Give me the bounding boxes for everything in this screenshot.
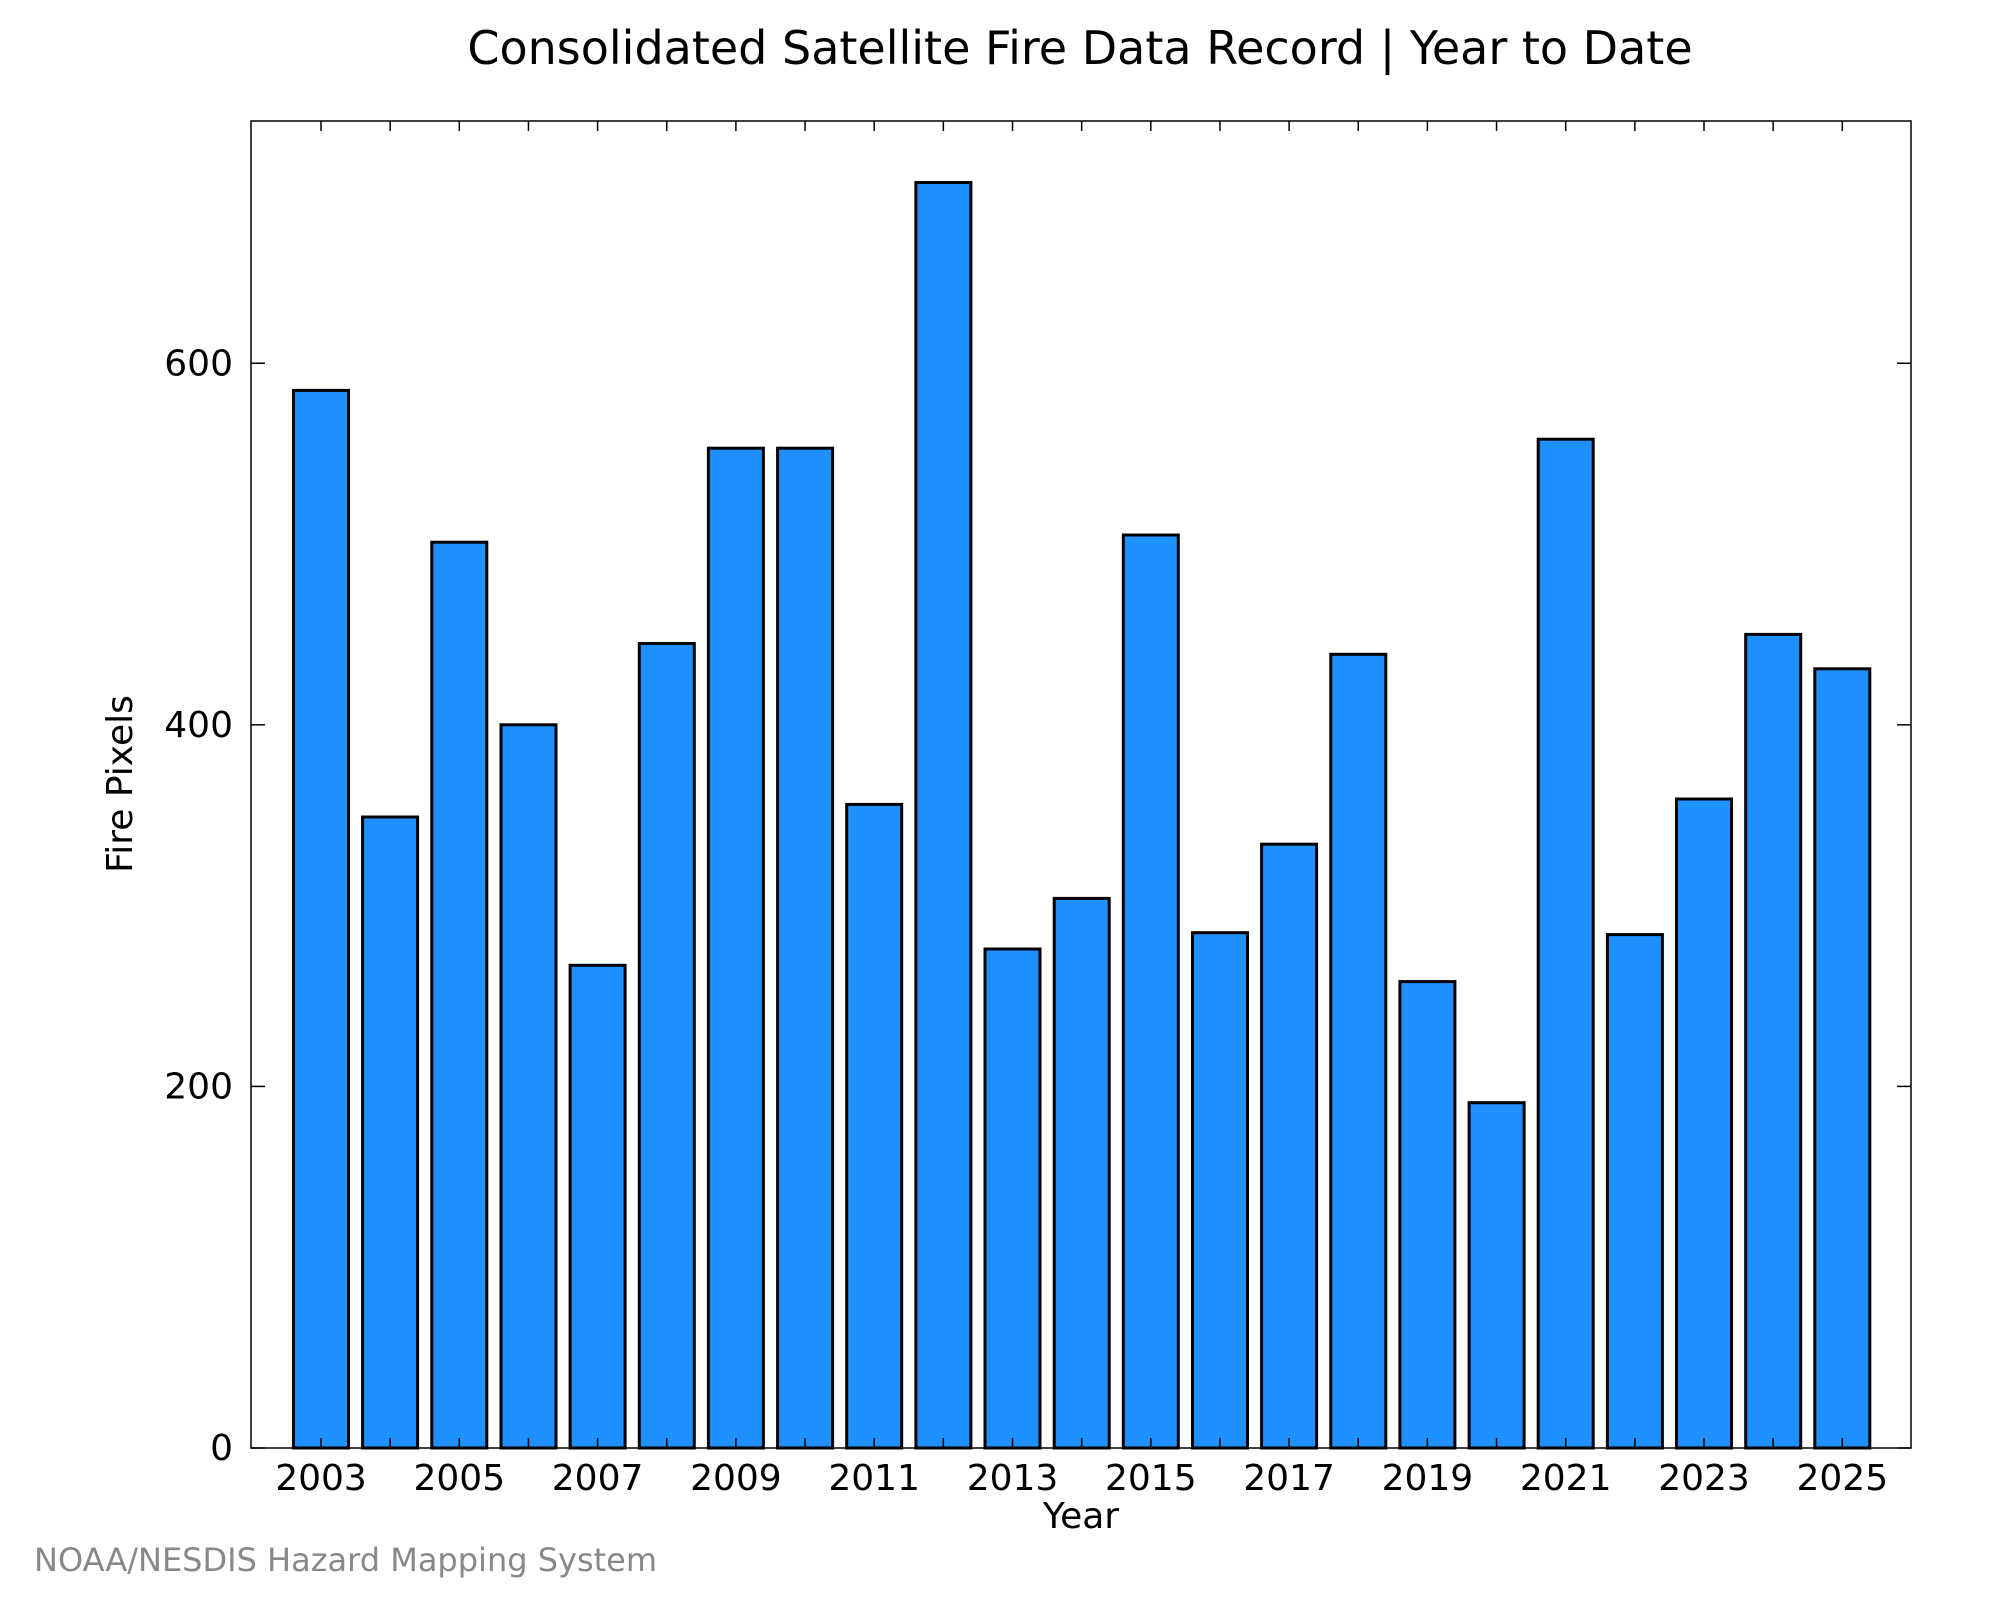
bar-2004 [361,815,420,1450]
x-tick-label-2019: 2019 [1382,1458,1474,1499]
footer-source: NOAA/NESDIS Hazard Mapping System [34,1541,657,1579]
x-tick-label-2009: 2009 [690,1458,782,1499]
x-tick-label-2005: 2005 [413,1458,505,1499]
bar-2017 [1260,842,1319,1450]
x-tick-label-2025: 2025 [1796,1458,1888,1499]
bar-2023 [1675,797,1733,1450]
x-tick-label-2017: 2017 [1243,1458,1335,1499]
bars-layer [292,181,1872,1450]
bar-2016 [1191,931,1249,1450]
x-axis: 2003 2005 2007 2009 2011 2013 2015 2017 2019 2021… [275,121,1888,1499]
bar-2009 [706,446,765,1450]
x-tick-label-2023: 2023 [1658,1458,1750,1499]
bar-2012 [914,181,973,1450]
bar-2018 [1329,652,1388,1450]
chart-title: Consolidated Satellite Fire Data Record … [467,21,1692,76]
x-axis-label: Year [1042,1496,1119,1537]
x-tick-label-2007: 2007 [552,1458,644,1499]
y-tick-label: 600 [164,343,233,384]
x-tick-label-2013: 2013 [967,1458,1059,1499]
bar-2011 [845,802,904,1450]
bar-2006 [499,723,558,1450]
bar-2022 [1605,933,1664,1450]
bar-2025 [1813,667,1872,1450]
bar-2013 [983,947,1042,1450]
x-tick-label-2003: 2003 [275,1458,367,1499]
bar-2021 [1536,437,1595,1450]
bar-2014 [1052,896,1111,1450]
bar-2010 [776,446,835,1450]
bar-2020 [1467,1101,1526,1450]
y-tick-label: 400 [164,705,233,746]
bar-2003 [292,388,350,1450]
bar-2008 [637,642,696,1450]
bar-2024 [1744,632,1803,1450]
x-tick-label-2015: 2015 [1105,1458,1197,1499]
bar-2005 [430,540,489,1450]
y-tick-label: 200 [164,1066,233,1107]
bar-2007 [568,963,627,1450]
bar-2015 [1121,533,1180,1450]
y-tick-label: 0 [210,1428,233,1469]
x-tick-label-2011: 2011 [828,1458,920,1499]
y-axis-label: Fire Pixels [100,695,141,873]
bar-2019 [1398,980,1457,1450]
x-tick-label-2021: 2021 [1520,1458,1612,1499]
y-axis: 0 200 400 600 [164,343,1911,1469]
